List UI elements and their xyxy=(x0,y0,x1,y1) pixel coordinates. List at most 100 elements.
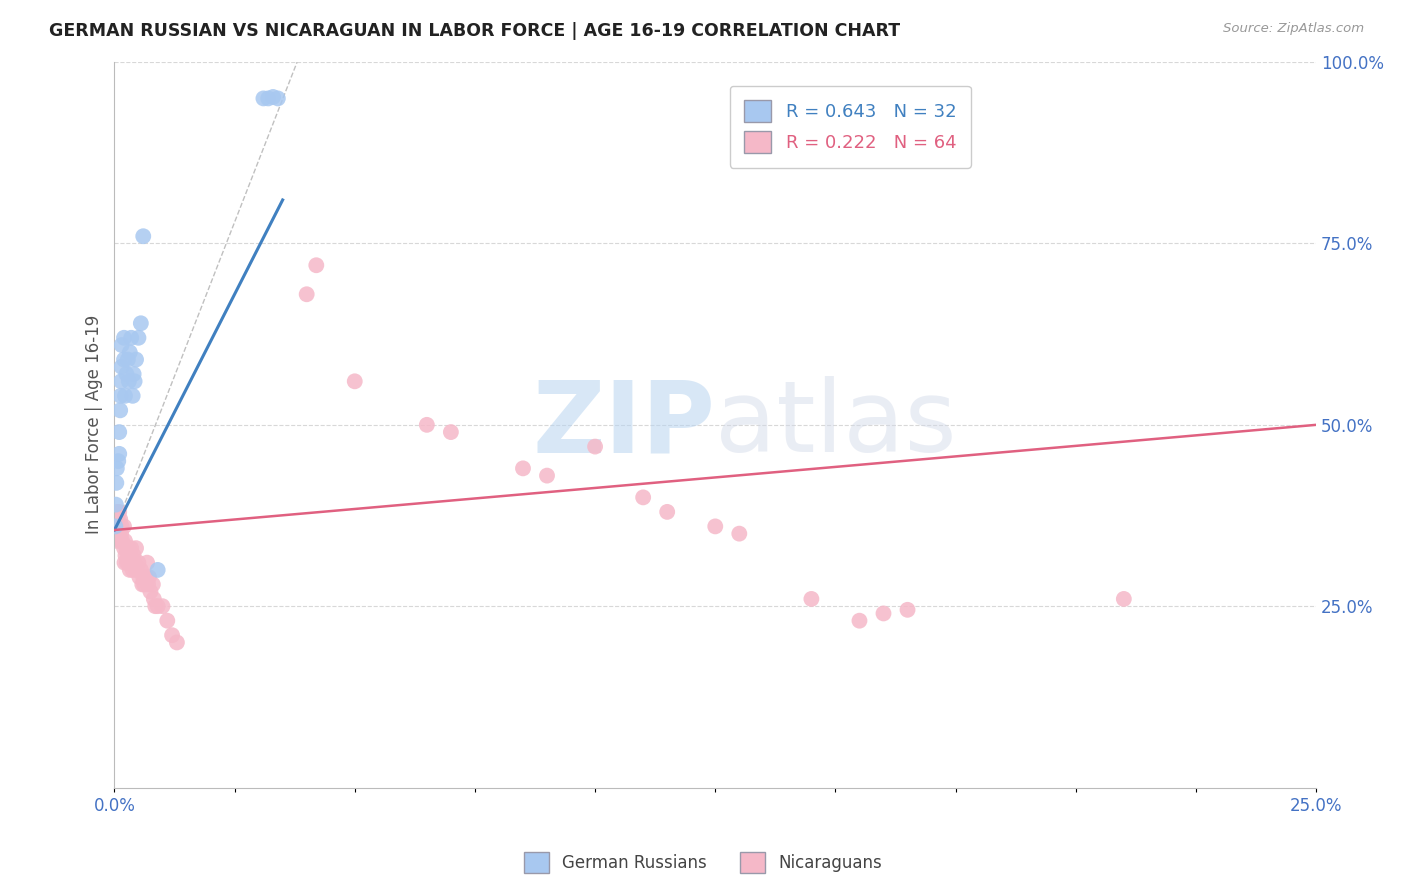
Point xyxy=(105,505,128,519)
Point xyxy=(112,519,135,533)
Point xyxy=(108,425,131,439)
Point xyxy=(132,229,155,244)
Point xyxy=(111,519,134,533)
Text: ZIP: ZIP xyxy=(533,376,716,474)
Point xyxy=(104,512,127,526)
Point xyxy=(104,526,127,541)
Point xyxy=(440,425,463,439)
Point xyxy=(118,541,141,556)
Point xyxy=(120,331,142,345)
Point xyxy=(108,447,131,461)
Point xyxy=(146,599,169,614)
Point xyxy=(105,461,128,475)
Point xyxy=(112,331,135,345)
Point xyxy=(536,468,558,483)
Point xyxy=(252,91,274,105)
Point xyxy=(117,549,139,563)
Point xyxy=(108,403,131,417)
Point xyxy=(112,541,135,556)
Point xyxy=(127,556,149,570)
Point xyxy=(111,359,134,374)
Point xyxy=(105,519,128,533)
Point xyxy=(129,316,152,330)
Point xyxy=(114,556,136,570)
Point xyxy=(305,258,328,272)
Point xyxy=(125,541,148,556)
Point xyxy=(110,389,132,403)
Point xyxy=(138,570,160,584)
Point xyxy=(136,577,159,591)
Point xyxy=(121,556,143,570)
Point xyxy=(1112,591,1135,606)
Point xyxy=(107,526,129,541)
Point xyxy=(139,584,162,599)
Point xyxy=(143,599,166,614)
Point xyxy=(122,367,145,381)
Point xyxy=(156,614,179,628)
Point xyxy=(118,563,141,577)
Point xyxy=(121,389,143,403)
Point xyxy=(114,549,136,563)
Point xyxy=(800,591,823,606)
Point xyxy=(104,498,127,512)
Legend: German Russians, Nicaraguans: German Russians, Nicaraguans xyxy=(517,846,889,880)
Point xyxy=(111,338,134,352)
Point xyxy=(110,526,132,541)
Text: atlas: atlas xyxy=(716,376,957,474)
Point xyxy=(108,505,131,519)
Point xyxy=(160,628,183,642)
Point xyxy=(115,541,138,556)
Point xyxy=(114,533,136,548)
Point xyxy=(343,374,366,388)
Point xyxy=(111,533,134,548)
Point xyxy=(114,389,136,403)
Point xyxy=(512,461,534,475)
Point xyxy=(124,374,146,388)
Point xyxy=(128,570,150,584)
Point xyxy=(166,635,188,649)
Point xyxy=(132,570,155,584)
Point xyxy=(848,614,870,628)
Point xyxy=(110,533,132,548)
Point xyxy=(152,599,174,614)
Point xyxy=(135,570,157,584)
Point xyxy=(129,563,152,577)
Point xyxy=(416,417,439,432)
Text: GERMAN RUSSIAN VS NICARAGUAN IN LABOR FORCE | AGE 16-19 CORRELATION CHART: GERMAN RUSSIAN VS NICARAGUAN IN LABOR FO… xyxy=(49,22,900,40)
Point xyxy=(117,352,139,367)
Point xyxy=(108,512,131,526)
Point xyxy=(107,519,129,533)
Point xyxy=(872,607,894,621)
Point xyxy=(631,491,654,505)
Point xyxy=(107,454,129,468)
Point xyxy=(257,91,280,105)
Point xyxy=(125,352,148,367)
Point xyxy=(262,90,284,104)
Y-axis label: In Labor Force | Age 16-19: In Labor Force | Age 16-19 xyxy=(86,315,103,534)
Point xyxy=(127,331,149,345)
Point xyxy=(110,374,132,388)
Point xyxy=(120,541,142,556)
Point xyxy=(142,577,165,591)
Point xyxy=(105,533,128,548)
Point xyxy=(118,374,141,388)
Point xyxy=(118,345,141,359)
Point xyxy=(115,367,138,381)
Point xyxy=(118,556,141,570)
Point xyxy=(896,603,918,617)
Point xyxy=(120,549,142,563)
Text: Source: ZipAtlas.com: Source: ZipAtlas.com xyxy=(1223,22,1364,36)
Point xyxy=(295,287,318,301)
Point xyxy=(107,512,129,526)
Point xyxy=(115,556,138,570)
Point xyxy=(131,577,153,591)
Point xyxy=(108,519,131,533)
Point xyxy=(146,563,169,577)
Point xyxy=(136,556,159,570)
Point xyxy=(142,591,165,606)
Point xyxy=(125,563,148,577)
Point xyxy=(104,519,127,533)
Point xyxy=(112,352,135,367)
Point xyxy=(267,91,290,105)
Point xyxy=(122,549,145,563)
